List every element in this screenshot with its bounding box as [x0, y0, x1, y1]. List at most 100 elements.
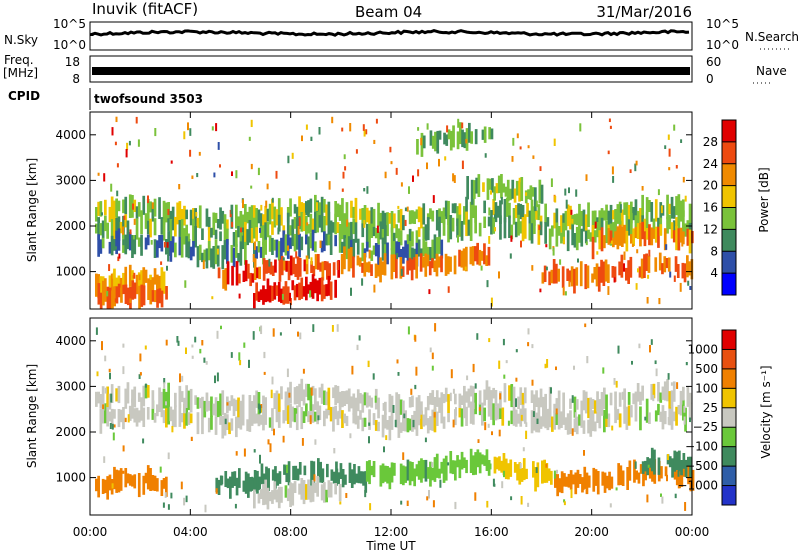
- velocity-cell: [126, 382, 130, 404]
- velocity-speckle: [531, 344, 534, 349]
- velocity-cell: [368, 460, 371, 485]
- power-cell: [242, 270, 246, 282]
- velocity-cell: [108, 474, 112, 491]
- velocity-cell: [231, 471, 234, 488]
- velocity-cell: [244, 471, 248, 494]
- velocity-speckle: [253, 449, 256, 453]
- power-cell: [485, 255, 488, 266]
- power-cell: [133, 235, 137, 255]
- power-cell: [438, 236, 441, 254]
- velocity-cell: [248, 413, 252, 432]
- power-cell: [135, 218, 139, 240]
- velocity-speckle: [563, 501, 566, 506]
- power-cell: [472, 198, 475, 218]
- velocity-cell: [411, 395, 414, 408]
- power-cell: [397, 228, 401, 251]
- power-cell: [616, 204, 620, 224]
- velocity-speckle: [510, 496, 513, 501]
- power-cell: [518, 180, 521, 202]
- velocity-cell: [135, 407, 139, 427]
- power-cell: [381, 210, 385, 230]
- power-cell: [158, 235, 161, 249]
- power-speckle: [444, 156, 447, 161]
- power-cell: [305, 255, 309, 275]
- power-cell: [359, 208, 362, 220]
- power-cell: [493, 186, 496, 201]
- velocity-colorbar-swatch: [722, 330, 736, 350]
- velocity-speckle: [142, 438, 145, 444]
- power-cell: [488, 127, 491, 140]
- power-cell: [638, 266, 642, 278]
- power-cell: [122, 284, 126, 295]
- velocity-cell: [530, 390, 534, 403]
- power-cell: [361, 208, 365, 228]
- velocity-cell: [603, 410, 606, 433]
- velocity-cell: [607, 413, 611, 428]
- velocity-cell: [542, 396, 545, 416]
- power-cell: [314, 278, 317, 294]
- velocity-cell: [117, 409, 121, 428]
- velocity-speckle: [349, 433, 352, 439]
- power-speckle: [452, 173, 455, 182]
- velocity-cell: [458, 393, 462, 408]
- velocity-speckle: [671, 421, 673, 427]
- power-cell: [319, 262, 322, 272]
- power-speckle: [641, 186, 644, 191]
- power-speckle: [461, 122, 464, 129]
- velocity-cell: [273, 393, 277, 409]
- velocity-cell: [578, 414, 581, 426]
- velocity-cell: [675, 451, 679, 470]
- power-cell: [466, 176, 469, 200]
- power-speckle: [493, 214, 496, 219]
- velocity-speckle: [406, 500, 409, 507]
- velocity-cell: [519, 408, 523, 427]
- velocity-cell: [97, 475, 100, 498]
- power-cell: [573, 268, 576, 294]
- power-cell: [440, 211, 444, 223]
- velocity-cell: [350, 396, 353, 409]
- power-cell: [645, 253, 648, 271]
- power-cell: [133, 282, 137, 299]
- power-cell: [210, 248, 213, 268]
- power-cell: [246, 229, 249, 246]
- power-cell: [171, 236, 175, 253]
- velocity-speckle: [234, 503, 237, 509]
- power-cell: [156, 274, 159, 290]
- power-cell: [350, 200, 353, 218]
- velocity-cell: [332, 406, 335, 432]
- velocity-speckle: [584, 323, 587, 328]
- power-cell: [647, 255, 651, 273]
- power-cell: [645, 211, 649, 234]
- power-cell: [586, 265, 590, 289]
- velocity-cell: [402, 400, 405, 420]
- power-cell: [151, 290, 155, 302]
- velocity-cell: [106, 386, 109, 408]
- power-speckle: [97, 172, 100, 176]
- power-cell: [600, 208, 604, 228]
- noise-left-tick-top: 10^5: [53, 17, 86, 31]
- velocity-cell: [460, 395, 464, 405]
- power-cell: [512, 208, 516, 225]
- velocity-cell: [174, 405, 177, 428]
- velocity-cell: [420, 458, 423, 483]
- power-cell: [334, 213, 337, 235]
- velocity-cell: [117, 385, 121, 404]
- power-cell: [444, 253, 448, 276]
- velocity-cell: [310, 460, 313, 486]
- beam-title: Beam 04: [355, 3, 422, 21]
- power-speckle: [375, 118, 378, 124]
- power-cell: [627, 204, 631, 220]
- power-cell: [415, 209, 419, 219]
- velocity-cell: [233, 471, 237, 486]
- velocity-cell: [361, 394, 365, 413]
- velocity-cell: [431, 390, 435, 405]
- power-speckle: [516, 133, 519, 139]
- velocity-cell: [435, 453, 439, 478]
- power-cell: [169, 241, 173, 262]
- power-speckle: [117, 256, 120, 262]
- power-cell: [262, 285, 265, 305]
- power-cell: [110, 273, 114, 292]
- velocity-cell: [417, 395, 421, 419]
- velocity-cell: [587, 419, 590, 434]
